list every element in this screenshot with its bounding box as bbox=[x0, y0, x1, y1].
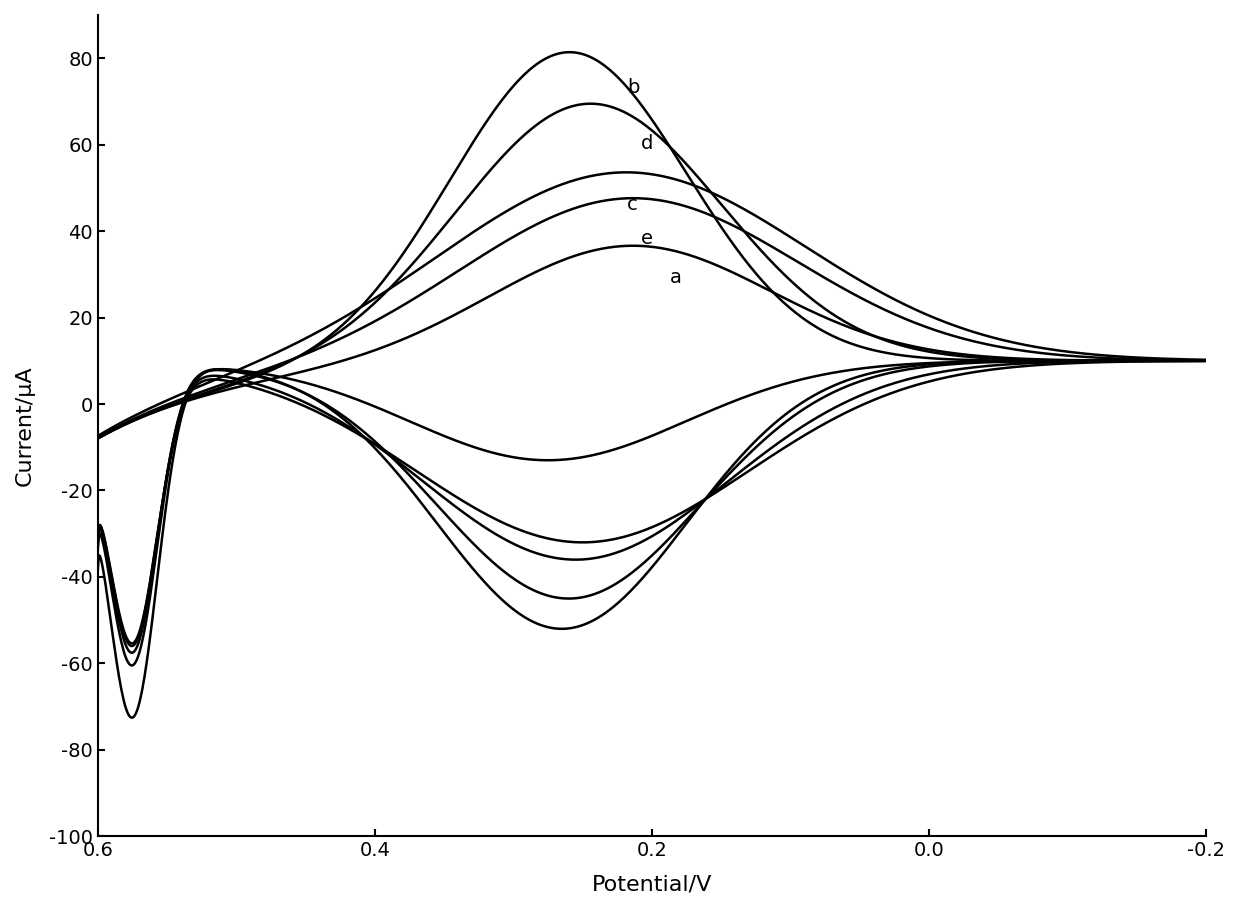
Text: b: b bbox=[627, 78, 640, 97]
X-axis label: Potential/V: Potential/V bbox=[591, 874, 712, 894]
Text: d: d bbox=[641, 135, 653, 154]
Text: c: c bbox=[627, 195, 637, 214]
Text: a: a bbox=[670, 268, 682, 287]
Text: e: e bbox=[641, 229, 652, 248]
Y-axis label: Current/μA: Current/μA bbox=[15, 365, 35, 486]
